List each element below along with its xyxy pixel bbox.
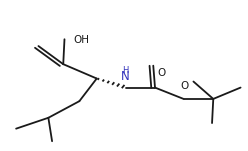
Text: O: O [158, 68, 166, 78]
Text: N: N [121, 70, 130, 83]
Text: OH: OH [73, 35, 89, 45]
Text: H: H [122, 66, 128, 75]
Text: O: O [181, 81, 189, 91]
